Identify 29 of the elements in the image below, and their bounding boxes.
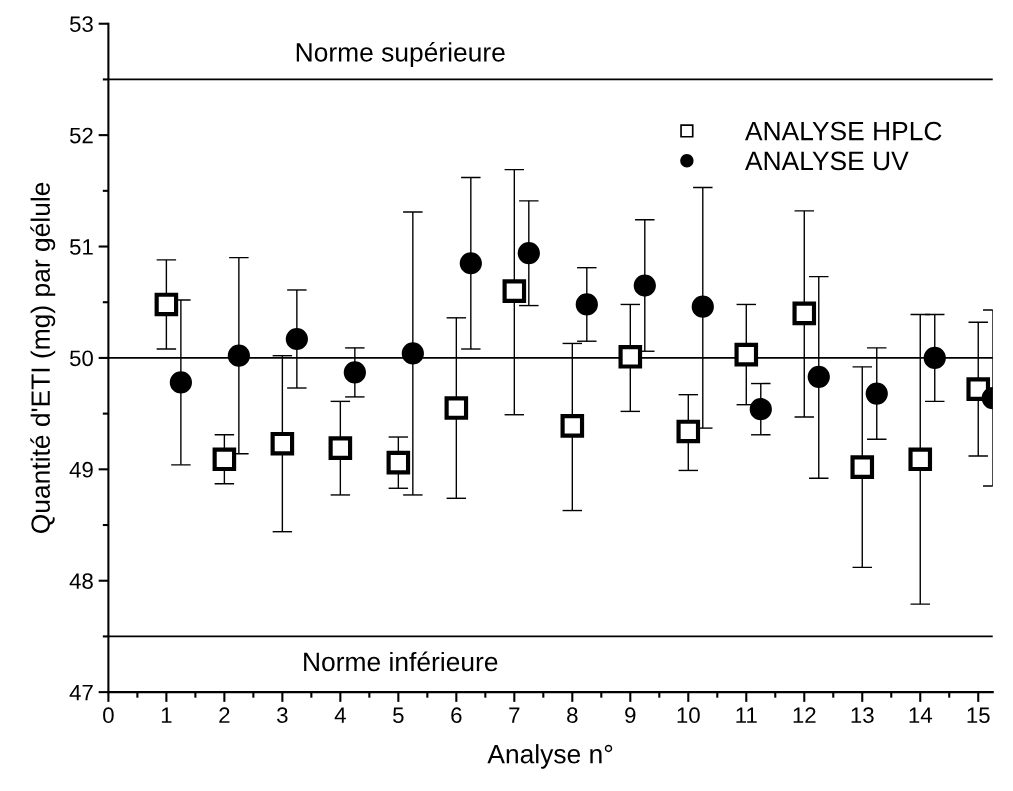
x-tick-label: 11 xyxy=(736,707,757,723)
y-tick-label: 51 xyxy=(69,239,93,255)
legend-label: ANALYSE HPLC xyxy=(744,121,942,141)
x-tick-label: 4 xyxy=(334,707,346,723)
x-tick-label: 0 xyxy=(103,707,114,724)
x-tick-label: 13 xyxy=(851,707,874,724)
y-axis-title: Quantité d'ETI (mg) par gélule xyxy=(30,182,56,533)
y-tick-label: 52 xyxy=(69,127,93,144)
x-tick-label: 15 xyxy=(967,707,990,724)
legend-label: ANALYSE UV xyxy=(744,151,909,171)
x-tick-label: 7 xyxy=(509,707,520,723)
ref-line-label: Norme supérieure xyxy=(296,41,505,67)
y-tick-label: 47 xyxy=(69,684,93,701)
x-tick-label: 10 xyxy=(677,707,700,724)
x-tick-label: 8 xyxy=(567,707,578,724)
x-tick-label: 3 xyxy=(277,707,288,724)
ref-line-label: Norme inférieure xyxy=(304,651,498,672)
x-tick-label: 9 xyxy=(625,707,636,724)
x-tick-label: 12 xyxy=(793,707,816,723)
x-tick-label: 2 xyxy=(219,707,230,723)
x-tick-label: 5 xyxy=(393,707,404,724)
x-tick-label: 14 xyxy=(909,707,932,723)
y-tick-label: 48 xyxy=(69,573,93,589)
x-tick-label: 1 xyxy=(161,707,172,723)
y-tick-label: 50 xyxy=(69,350,93,367)
x-tick-label: 6 xyxy=(451,707,462,724)
y-tick-label: 49 xyxy=(69,461,93,478)
y-tick-label: 53 xyxy=(69,16,93,32)
x-axis-title: Analyse n° xyxy=(487,744,613,769)
